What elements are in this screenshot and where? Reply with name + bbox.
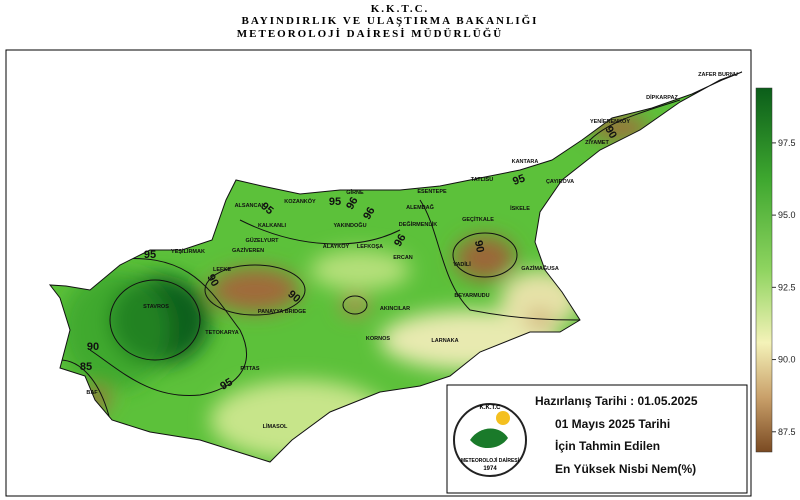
place-label: KORNOS bbox=[366, 336, 390, 342]
tick-label: 90.0 bbox=[778, 355, 796, 365]
place-label: ALEMDAĞ bbox=[406, 203, 434, 211]
place-label: KANTARA bbox=[512, 159, 539, 165]
header-line: METEOROLOJİ DAİRESİ MÜDÜRLÜĞÜ bbox=[237, 27, 503, 40]
contour-label: 90 bbox=[472, 239, 486, 253]
place-label: PANAYYA BRIDGE bbox=[258, 309, 307, 315]
place-label: PITTAS bbox=[240, 366, 259, 372]
colorbar bbox=[755, 87, 773, 453]
tick-label: 97.5 bbox=[778, 138, 796, 148]
place-label: STAVROS bbox=[143, 304, 169, 310]
header: K.K.T.C. BAYINDIRLIK VE ULAŞTIRMA BAKANL… bbox=[237, 3, 539, 40]
contours bbox=[59, 99, 681, 421]
contour-label: 90 bbox=[204, 272, 221, 289]
contour-label: 85 bbox=[80, 361, 92, 373]
place-label: GEÇİTKALE bbox=[462, 216, 494, 223]
place-label: GİRNE bbox=[346, 189, 364, 196]
place-label: ALAYKÖY bbox=[323, 243, 350, 250]
info-text: 01 Mayıs 2025 Tarihi bbox=[555, 417, 670, 431]
place-label: DEĞİRMENLİK bbox=[399, 220, 438, 228]
place-label: TATLISU bbox=[471, 177, 493, 183]
contour-label: 96 bbox=[392, 232, 409, 249]
place-label: LİMASOL bbox=[263, 423, 288, 430]
logo-sun bbox=[496, 411, 510, 425]
contour-label: 96 bbox=[344, 195, 361, 212]
place-label: GAZİVEREN bbox=[232, 247, 264, 254]
tick-label: 87.5 bbox=[778, 427, 796, 437]
place-label: KOZANKÖY bbox=[284, 198, 316, 205]
place-label: BEYARMUDU bbox=[454, 293, 489, 299]
header-line: K.K.T.C. bbox=[371, 3, 430, 15]
place-label: AKINCILAR bbox=[380, 306, 410, 312]
logo-text: 1974 bbox=[483, 466, 497, 472]
place-label: YENİERENKÖY bbox=[590, 118, 630, 125]
info-box: K.K.T.C METEOROLOJİ DAİRESİ 1974 Hazırla… bbox=[446, 384, 748, 494]
info-text: En Yüksek Nisbi Nem(%) bbox=[555, 462, 696, 476]
place-label: GÜZELYURT bbox=[245, 237, 279, 244]
contour-label: 95 bbox=[218, 376, 235, 393]
place-label: GAZİMAĞUSA bbox=[521, 264, 559, 272]
tick-label: 95.0 bbox=[778, 210, 796, 220]
contour-label: 90 bbox=[87, 341, 99, 353]
place-label: DİPKARPAZ bbox=[646, 94, 678, 101]
logo-text: K.K.T.C bbox=[480, 405, 502, 411]
place-label: ZAFER BURNU bbox=[698, 72, 738, 78]
place-label: KALKANLI bbox=[258, 223, 287, 229]
contour-label: 95 bbox=[144, 249, 156, 261]
tick-label: 92.5 bbox=[778, 282, 796, 292]
place-label: TETOKARYA bbox=[205, 330, 238, 336]
contour-label: 95 bbox=[329, 196, 341, 208]
info-text: İçin Tahmin Edilen bbox=[555, 438, 660, 453]
contour-label: 95 bbox=[511, 172, 527, 187]
contour-label: 90 bbox=[602, 124, 619, 141]
place-label: ESENTEPE bbox=[417, 189, 447, 195]
place-label: LEFKOŞA bbox=[357, 244, 383, 250]
logo-text: METEOROLOJİ DAİRESİ bbox=[461, 457, 520, 464]
place-label: LARNAKA bbox=[431, 338, 458, 344]
place-label: ZİYAMET bbox=[585, 139, 609, 146]
info-text: Hazırlanış Tarihi : 01.05.2025 bbox=[535, 394, 698, 408]
place-label: VADİLİ bbox=[453, 261, 471, 268]
place-label: BAF bbox=[86, 390, 98, 396]
place-label: LEFKE bbox=[213, 267, 231, 273]
place-label: ALSANCAK bbox=[235, 203, 266, 209]
contour-label: 96 bbox=[361, 205, 378, 222]
place-label: YAKINDOĞU bbox=[333, 221, 366, 229]
place-label: İSKELE bbox=[510, 205, 530, 212]
place-label: ÇAYIROVA bbox=[546, 179, 574, 185]
place-label: YEŞİLIRMAK bbox=[171, 248, 205, 255]
place-label: ERCAN bbox=[393, 255, 413, 261]
logo-icon bbox=[470, 428, 508, 449]
header-line: BAYINDIRLIK VE ULAŞTIRMA BAKANLIĞI bbox=[242, 14, 539, 27]
